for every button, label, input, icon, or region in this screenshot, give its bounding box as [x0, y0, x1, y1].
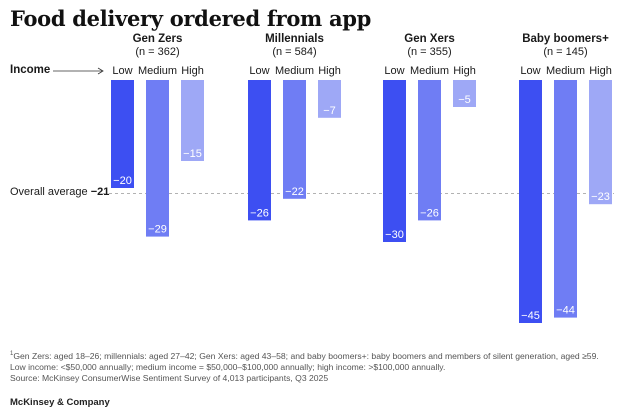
bar-value-label: −30: [385, 229, 404, 241]
footnote-definitions: 1Gen Zers: aged 18–26; millennials: aged…: [10, 349, 610, 373]
bar-value-label: −29: [148, 224, 167, 236]
group-title-gen-zers: Gen Zers: [132, 33, 183, 45]
brand-logo-text: McKinsey & Company: [10, 397, 110, 408]
bar-gen-zers-low: [111, 80, 134, 188]
bar-value-label: −20: [113, 175, 132, 187]
income-level-high: High: [318, 65, 341, 77]
bar-gen-zers-medium: [146, 80, 169, 237]
group-count-gen-xers: (n = 355): [407, 46, 452, 58]
bar-millennials-medium: [283, 80, 306, 199]
footnote-marker: 1: [10, 351, 14, 357]
overall-average-value: −21: [90, 186, 110, 199]
bar-value-label: −26: [250, 207, 269, 219]
income-level-high: High: [453, 65, 476, 77]
bar-value-label: −5: [458, 94, 471, 106]
bar-gen-xers-low: [383, 80, 406, 242]
overall-average-text: Overall average: [10, 186, 91, 199]
group-count-millennials: (n = 584): [272, 46, 317, 58]
income-level-low: Low: [112, 65, 133, 77]
footnote-source: Source: McKinsey ConsumerWise Sentiment …: [10, 372, 329, 383]
bar-value-label: −23: [591, 191, 610, 203]
income-level-medium: Medium: [545, 65, 586, 77]
bar-value-label: −26: [420, 207, 439, 219]
bar-gen-xers-medium: [418, 80, 441, 221]
bar-value-label: −45: [521, 310, 540, 322]
chart-title: Food delivery ordered from app: [10, 6, 372, 31]
income-level-high: High: [181, 65, 204, 77]
overall-average-label: Overall average −21: [10, 186, 109, 198]
bar-value-label: −7: [323, 105, 336, 117]
income-level-high: High: [589, 65, 612, 77]
income-level-low: Low: [249, 65, 270, 77]
group-count-gen-zers: (n = 362): [135, 46, 180, 58]
footnote: 1Gen Zers: aged 18–26; millennials: aged…: [10, 349, 610, 384]
group-title-gen-xers: Gen Xers: [404, 33, 455, 45]
income-level-low: Low: [384, 65, 405, 77]
bar-value-label: −15: [183, 148, 202, 160]
bar-value-label: −22: [285, 186, 304, 198]
income-level-medium: Medium: [274, 65, 315, 77]
bar-millennials-high: [318, 80, 341, 118]
bar-baby-boomers-medium: [554, 80, 577, 318]
income-level-medium: Medium: [137, 65, 178, 77]
bar-baby-boomers-high: [589, 80, 612, 205]
income-level-low: Low: [520, 65, 541, 77]
bar-baby-boomers-low: [519, 80, 542, 323]
income-arrow-head: [97, 67, 104, 75]
group-count-baby-boomers: (n = 145): [543, 46, 588, 58]
bar-gen-zers-high: [181, 80, 204, 161]
footnote-text: Gen Zers: aged 18–26; millennials: aged …: [10, 350, 599, 372]
bar-gen-xers-high: [453, 80, 476, 107]
bar-millennials-low: [248, 80, 271, 221]
group-title-baby-boomers: Baby boomers+: [522, 33, 609, 45]
group-title-millennials: Millennials: [265, 33, 324, 45]
income-label: Income: [10, 64, 51, 76]
bar-value-label: −44: [556, 305, 575, 317]
income-level-medium: Medium: [409, 65, 450, 77]
